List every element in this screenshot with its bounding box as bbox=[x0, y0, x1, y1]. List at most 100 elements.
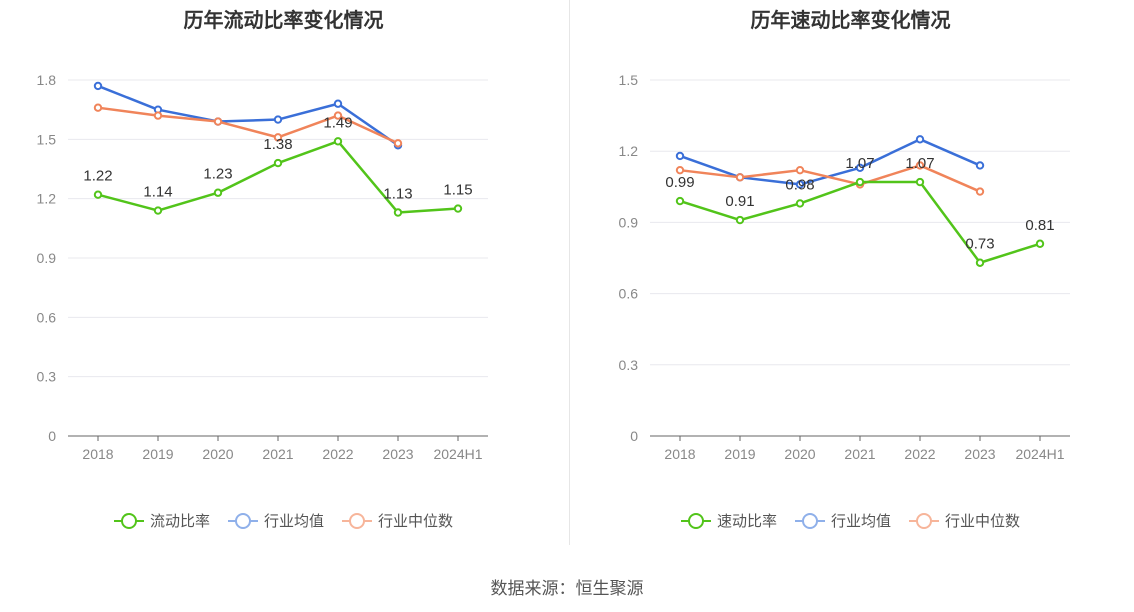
data-point bbox=[795, 199, 805, 208]
quick-ratio-plot: 0 0.3 0.6 0.9 1.2 1.5 2018 2019 2020 2021 2022 2023… bbox=[619, 72, 1070, 462]
x-tick-label: 2022 bbox=[904, 446, 935, 462]
data-point bbox=[975, 161, 985, 170]
legend-item-industry-median[interactable]: 行业中位数 bbox=[909, 510, 1020, 531]
data-label: 0.99 bbox=[665, 174, 694, 191]
data-point bbox=[393, 139, 403, 148]
x-tick-label: 2021 bbox=[262, 446, 293, 462]
data-point bbox=[675, 151, 685, 161]
data-point bbox=[273, 115, 283, 124]
legend-marker-icon bbox=[113, 511, 144, 531]
series-line bbox=[97, 106, 399, 145]
quick-ratio-chart: 历年速动比率变化情况 0 0.3 0.6 0.9 1.2 1.5 2018 2019 2020 2… bbox=[567, 0, 1134, 560]
legend-item-industry-median[interactable]: 行业中位数 bbox=[342, 510, 453, 531]
data-label: 1.49 bbox=[323, 114, 352, 131]
data-point bbox=[975, 187, 985, 196]
y-tick-label: 0.9 bbox=[619, 214, 639, 230]
data-point bbox=[855, 177, 865, 187]
legend-label: 行业中位数 bbox=[945, 513, 1021, 530]
x-tick-label: 2021 bbox=[844, 446, 875, 462]
data-label: 1.13 bbox=[383, 186, 412, 203]
x-tick-label: 2018 bbox=[664, 446, 695, 462]
series-line bbox=[97, 84, 399, 147]
legend-item-quick-ratio[interactable]: 速动比率 bbox=[680, 510, 777, 531]
chart-title: 历年速动比率变化情况 bbox=[750, 10, 951, 32]
data-point bbox=[975, 258, 985, 267]
data-point bbox=[735, 215, 745, 225]
data-point bbox=[393, 208, 403, 217]
data-label: 1.23 bbox=[203, 166, 232, 183]
panel-divider bbox=[569, 0, 570, 545]
x-tick-label: 2020 bbox=[784, 446, 815, 462]
legend-marker-icon bbox=[342, 511, 372, 531]
legend: 流动比率 行业均值 行业中位数 bbox=[0, 510, 567, 531]
data-point bbox=[93, 190, 103, 199]
legend-item-industry-mean[interactable]: 行业均值 bbox=[794, 510, 891, 531]
current-ratio-chart: 历年流动比率变化情况 0 0.3 0.6 0.9 1.2 1.5 1.8 2018 2019 20… bbox=[0, 0, 567, 560]
data-label: 1.15 bbox=[443, 182, 472, 199]
data-label: 1.07 bbox=[845, 155, 874, 172]
data-point bbox=[675, 165, 685, 175]
y-tick-label: 1.2 bbox=[619, 143, 639, 159]
data-label: 1.14 bbox=[143, 184, 172, 201]
data-point bbox=[333, 137, 343, 146]
y-tick-label: 0.6 bbox=[37, 309, 57, 325]
legend-label: 流动比率 bbox=[149, 513, 210, 530]
y-tick-label: 1.8 bbox=[37, 72, 57, 88]
x-tick-label: 2024H1 bbox=[433, 446, 482, 462]
y-tick-label: 0.9 bbox=[37, 250, 57, 266]
legend-label: 行业均值 bbox=[263, 513, 324, 530]
legend-item-industry-mean[interactable]: 行业均值 bbox=[227, 510, 324, 531]
data-point bbox=[735, 173, 745, 182]
legend-marker-icon bbox=[909, 511, 939, 531]
data-point bbox=[795, 180, 805, 189]
data-label: 1.22 bbox=[83, 168, 112, 185]
data-point bbox=[1035, 239, 1045, 248]
y-tick-label: 0 bbox=[630, 428, 638, 444]
data-label: 1.38 bbox=[263, 136, 292, 153]
data-label: 0.73 bbox=[965, 236, 994, 253]
legend: 速动比率 行业均值 行业中位数 bbox=[567, 510, 1134, 531]
data-label: 0.98 bbox=[785, 176, 814, 193]
data-point bbox=[273, 158, 283, 168]
x-tick-label: 2022 bbox=[322, 446, 353, 462]
legend-label: 行业均值 bbox=[830, 513, 891, 530]
y-tick-label: 0 bbox=[48, 428, 56, 444]
x-tick-label: 2019 bbox=[142, 446, 173, 462]
x-tick-label: 2024H1 bbox=[1015, 446, 1064, 462]
data-point bbox=[273, 133, 283, 142]
data-point bbox=[213, 188, 223, 197]
x-tick-label: 2019 bbox=[724, 446, 755, 462]
y-tick-label: 0.3 bbox=[37, 369, 57, 385]
x-tick-label: 2020 bbox=[202, 446, 233, 462]
y-tick-label: 1.2 bbox=[37, 191, 57, 207]
chart-title: 历年流动比率变化情况 bbox=[183, 10, 384, 32]
data-label: 1.07 bbox=[905, 155, 934, 172]
legend-marker-icon bbox=[227, 511, 258, 531]
legend-item-current-ratio[interactable]: 流动比率 bbox=[113, 510, 210, 531]
data-point bbox=[915, 161, 925, 170]
current-ratio-plot: 0 0.3 0.6 0.9 1.2 1.5 1.8 2018 2019 2020 2021 2022 2… bbox=[37, 72, 488, 462]
data-point bbox=[453, 204, 463, 213]
data-point bbox=[915, 135, 925, 144]
data-source-note: 数据来源：恒生聚源 bbox=[490, 579, 644, 598]
data-point bbox=[333, 111, 343, 120]
data-point bbox=[333, 99, 343, 108]
x-tick-label: 2023 bbox=[964, 446, 995, 462]
x-tick-label: 2023 bbox=[382, 446, 413, 462]
data-point bbox=[915, 177, 925, 187]
data-point bbox=[153, 206, 163, 215]
data-point bbox=[855, 163, 865, 173]
x-tick-label: 2018 bbox=[82, 446, 113, 462]
y-tick-label: 0.6 bbox=[619, 286, 639, 302]
data-point bbox=[93, 81, 103, 91]
y-tick-label: 1.5 bbox=[37, 131, 57, 147]
data-point bbox=[795, 165, 805, 175]
legend-marker-icon bbox=[680, 511, 711, 531]
data-point bbox=[93, 103, 103, 112]
series-line bbox=[679, 164, 981, 193]
data-label: 0.91 bbox=[725, 193, 754, 210]
data-point bbox=[675, 196, 685, 206]
data-point bbox=[153, 111, 163, 120]
legend-marker-icon bbox=[794, 511, 825, 531]
legend-label: 速动比率 bbox=[716, 513, 777, 530]
